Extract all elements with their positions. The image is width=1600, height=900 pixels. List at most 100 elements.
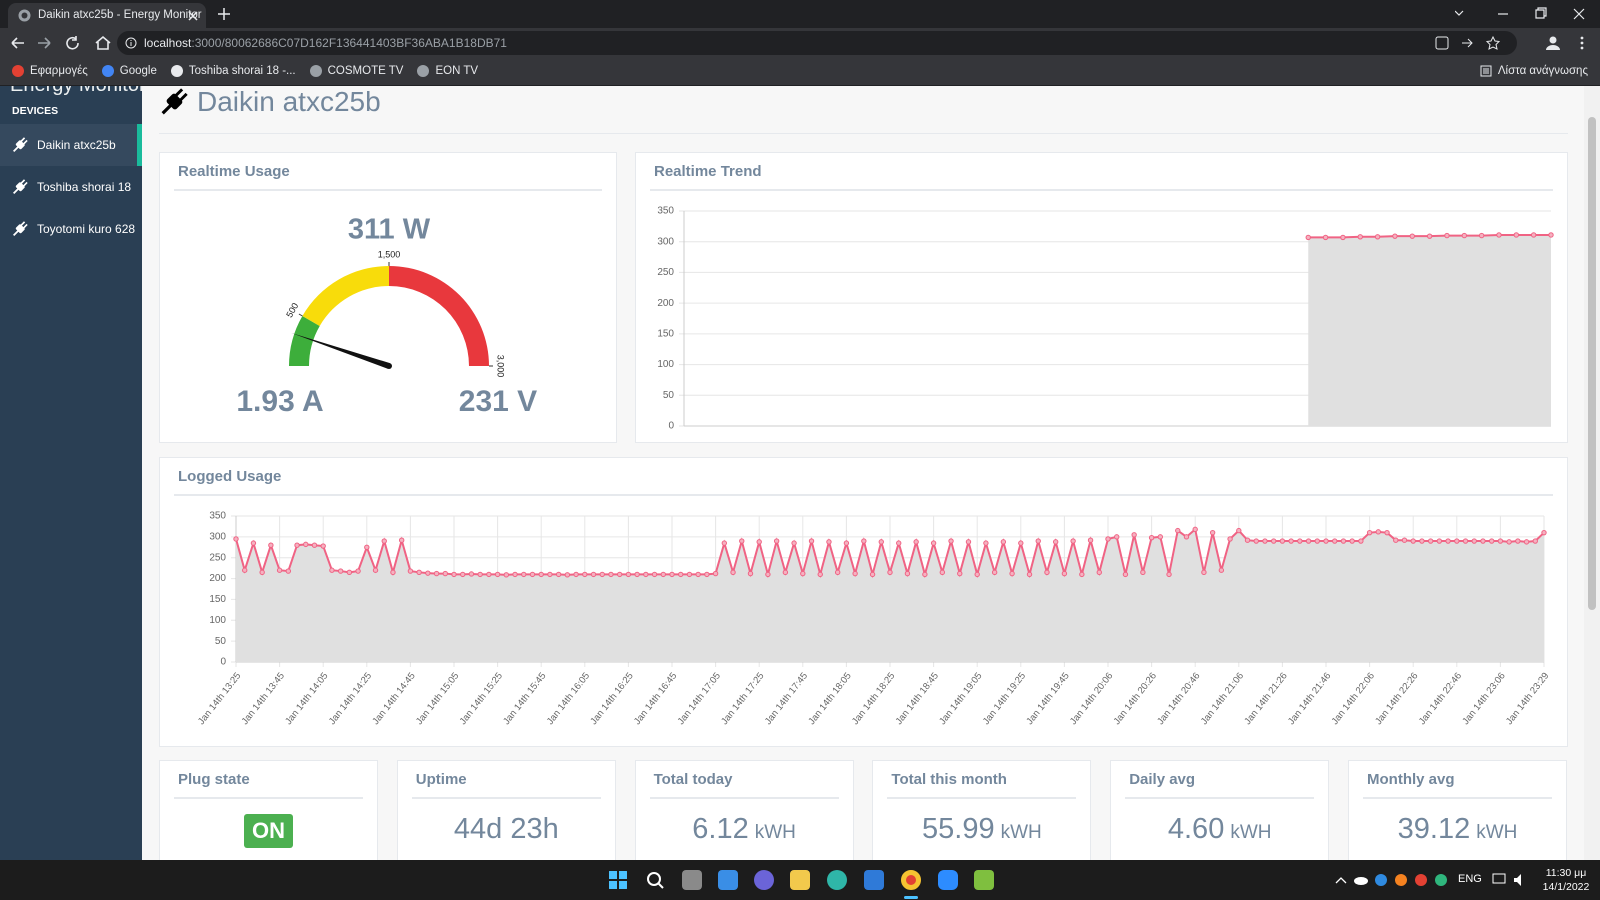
point bbox=[381, 538, 387, 544]
point bbox=[1061, 570, 1068, 577]
share[interactable] bbox=[1462, 38, 1473, 48]
bookmark-label: COSMOTE TV bbox=[327, 65, 404, 77]
device-icon bbox=[11, 220, 29, 238]
bookmark[interactable]: Toshiba shorai 18 -... bbox=[170, 65, 296, 77]
profile[interactable] bbox=[1549, 36, 1557, 44]
point bbox=[773, 538, 780, 544]
device-item[interactable]: Toyotomi kuro 628 bbox=[0, 208, 142, 250]
point bbox=[948, 538, 954, 544]
edge[interactable] bbox=[827, 870, 847, 890]
file-explorer[interactable] bbox=[790, 870, 810, 890]
point bbox=[1532, 538, 1538, 544]
search-button[interactable] bbox=[645, 870, 665, 890]
point bbox=[1218, 567, 1225, 573]
point bbox=[1026, 571, 1033, 578]
point bbox=[468, 571, 475, 577]
bookmark-label: Εφαρμογές bbox=[30, 65, 88, 77]
point bbox=[555, 571, 562, 578]
task-view[interactable] bbox=[682, 870, 702, 890]
point bbox=[372, 567, 379, 573]
point bbox=[1340, 538, 1347, 544]
reload[interactable] bbox=[66, 36, 79, 50]
tab-title: Daikin atxc25b - Energy Monitor bbox=[38, 9, 202, 21]
point bbox=[608, 571, 614, 578]
point bbox=[991, 569, 998, 576]
point bbox=[599, 571, 605, 578]
chrome[interactable] bbox=[901, 870, 921, 890]
point bbox=[1166, 571, 1172, 578]
x-tick-label: Jan 14th 15:25 bbox=[458, 671, 505, 727]
point bbox=[930, 540, 937, 546]
stat-value-box: ON bbox=[160, 813, 377, 848]
point bbox=[512, 571, 518, 578]
stat-value: 55.99 bbox=[922, 813, 995, 845]
tab-search[interactable] bbox=[1455, 10, 1464, 16]
date: 14/1/2022 bbox=[1542, 881, 1590, 893]
point bbox=[957, 570, 963, 577]
point bbox=[834, 569, 841, 576]
point bbox=[1515, 538, 1521, 544]
y-tick-label: 100 bbox=[657, 359, 674, 370]
start-button[interactable] bbox=[608, 870, 628, 890]
device-item[interactable]: Toshiba shorai 18 bbox=[0, 166, 142, 208]
menu[interactable] bbox=[1580, 36, 1584, 50]
card-rule bbox=[411, 797, 601, 799]
translate[interactable] bbox=[1435, 36, 1449, 50]
point bbox=[1392, 233, 1398, 239]
point bbox=[364, 544, 370, 550]
card-title: Total this month bbox=[891, 771, 1007, 788]
restore[interactable] bbox=[1535, 7, 1547, 19]
scrollbar[interactable] bbox=[1584, 86, 1600, 860]
app-icon[interactable] bbox=[974, 870, 994, 890]
gauge-tick bbox=[298, 313, 303, 317]
bookmark-star[interactable] bbox=[1485, 36, 1501, 50]
gauge-tick-label: 1,500 bbox=[378, 249, 401, 259]
bookmark[interactable]: EON TV bbox=[417, 65, 478, 77]
bookmark[interactable]: Google bbox=[101, 65, 157, 77]
network-volume[interactable] bbox=[1492, 872, 1528, 888]
widgets[interactable] bbox=[718, 870, 738, 890]
stat-value: 4.60 bbox=[1167, 813, 1225, 845]
clock[interactable]: 11:30 μμ 14/1/2022 bbox=[1535, 866, 1597, 894]
point bbox=[1497, 538, 1504, 544]
point bbox=[1035, 538, 1041, 544]
y-tick-label: 0 bbox=[668, 421, 674, 432]
teams-chat[interactable] bbox=[754, 870, 774, 890]
device-item[interactable]: Daikin atxc25b bbox=[0, 124, 142, 166]
tab-close[interactable] bbox=[188, 11, 198, 21]
site-info[interactable] bbox=[125, 37, 137, 49]
mail[interactable] bbox=[864, 870, 884, 890]
bookmark-list: Εφαρμογές Google Toshiba shorai 18 -... COS… bbox=[12, 65, 478, 77]
bookmark-label: EON TV bbox=[435, 65, 479, 77]
point bbox=[852, 570, 858, 577]
tab[interactable]: Daikin atxc25b - Energy Monitor bbox=[8, 3, 206, 28]
point bbox=[896, 540, 902, 546]
gauge-band bbox=[289, 316, 320, 366]
card-title: Monthly avg bbox=[1367, 771, 1455, 788]
y-tick-label: 350 bbox=[209, 511, 226, 522]
omnibox[interactable]: localhost:3000/80062686C07D162F136441403… bbox=[117, 31, 1517, 55]
device-label: Toyotomi kuro 628 bbox=[37, 222, 136, 236]
reading-list-icon bbox=[1480, 65, 1492, 77]
reading-list[interactable]: Λίστα ανάγνωσης bbox=[1480, 65, 1588, 77]
bookmark[interactable]: COSMOTE TV bbox=[309, 65, 404, 77]
x-tick-label: Jan 14th 14:25 bbox=[327, 671, 374, 727]
y-tick-label: 200 bbox=[657, 298, 674, 309]
home[interactable] bbox=[95, 35, 111, 50]
point bbox=[285, 568, 292, 574]
point bbox=[1009, 570, 1015, 577]
card-title: Realtime Trend bbox=[654, 163, 762, 180]
new-tab[interactable] bbox=[218, 8, 230, 20]
scroll-thumb[interactable] bbox=[1588, 117, 1596, 610]
point bbox=[913, 539, 919, 545]
zoom[interactable] bbox=[938, 870, 958, 890]
point bbox=[1192, 526, 1198, 533]
point bbox=[704, 571, 710, 578]
language[interactable]: ENG bbox=[1458, 873, 1482, 885]
close-window[interactable] bbox=[1573, 8, 1585, 20]
forward[interactable] bbox=[38, 37, 51, 49]
toolbar: localhost:3000/80062686C07D162F136441403… bbox=[0, 28, 1600, 58]
back[interactable] bbox=[11, 37, 24, 49]
point bbox=[564, 572, 571, 578]
bookmark[interactable]: Εφαρμογές bbox=[12, 65, 88, 77]
